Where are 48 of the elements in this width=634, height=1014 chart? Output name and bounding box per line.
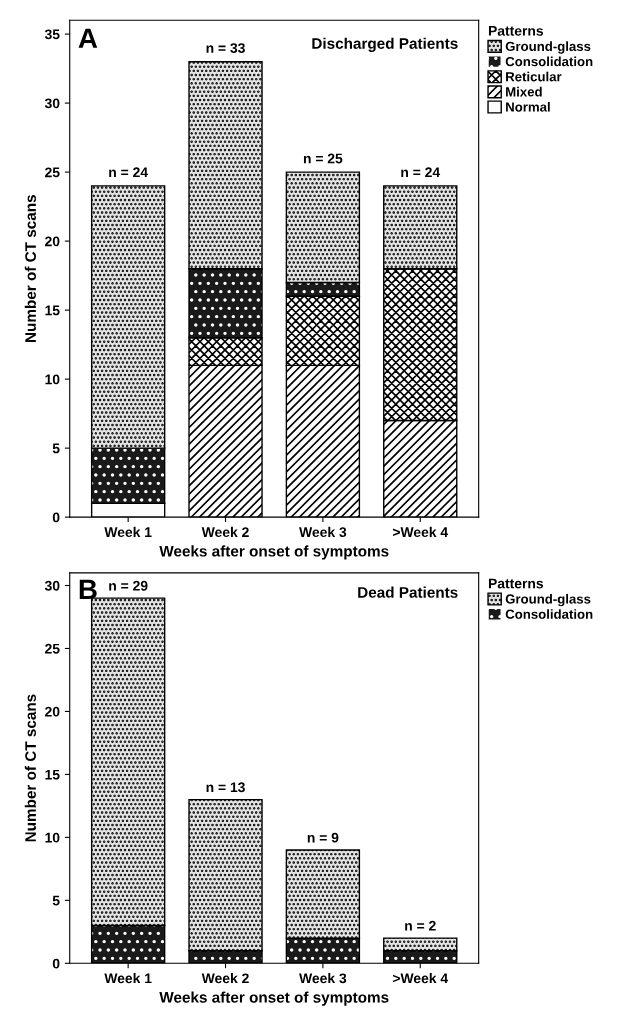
y-tick-label: 10 [45,832,60,843]
x-tick-label: >Week 4 [392,526,449,538]
y-tick-label: 0 [52,512,60,523]
x-tick-label: Week 1 [104,973,152,984]
y-tick-label: 20 [45,706,60,717]
y-tick-label: 30 [44,98,60,109]
legend-label: Ground-glass [505,41,591,54]
total-label: n = 24 [401,167,441,178]
legend-label: Reticular [506,71,562,82]
total-label: n = 25 [303,153,343,164]
total-label: n = 29 [109,580,148,591]
total-label: n = 33 [206,43,245,53]
y-axis-title: Number of CT scans [24,195,36,342]
y-axis-title: Number of CT scans [24,694,36,842]
legend-label: Ground-glass [505,593,591,607]
y-tick-label: 20 [45,236,60,247]
legend-title: Patterns [488,26,544,36]
total-label: n = 13 [206,782,245,793]
x-axis-title: Weeks after onset of symptoms [159,991,389,1006]
y-tick-label: 5 [52,895,60,906]
y-tick-label: 25 [45,167,60,178]
total-label: n = 9 [307,832,339,843]
legend-label: Consolidation [505,609,593,619]
x-tick-label: Week 2 [201,526,249,538]
y-tick-label: 0 [52,958,60,969]
chart-title: B [79,579,97,599]
total-label: n = 2 [405,920,436,931]
x-tick-label: >Week 4 [392,973,449,984]
total-label: n = 24 [109,167,148,178]
legend-label: Mixed [506,86,542,97]
text: Discharged Patients [312,37,458,52]
x-tick-label: Week 2 [201,973,249,984]
y-tick-label: 30 [44,580,60,591]
y-tick-label: 25 [45,643,60,654]
x-axis-title: Weeks after onset of symptoms [159,545,389,560]
x-tick-label: Week 3 [299,526,347,538]
y-tick-label: 5 [52,443,60,454]
x-tick-label: Week 1 [104,526,152,538]
y-tick-label: 10 [45,374,60,385]
y-tick-label: 15 [45,305,60,316]
legend-label: Normal [506,101,550,112]
y-tick-label: 35 [44,29,60,40]
x-tick-label: Week 3 [299,973,347,984]
y-tick-label: 15 [45,769,60,780]
legend-label: Consolidation [505,56,593,67]
text: Dead Patients [358,586,458,598]
chart-title: A [78,28,98,48]
legend-title: Patterns [488,578,544,589]
